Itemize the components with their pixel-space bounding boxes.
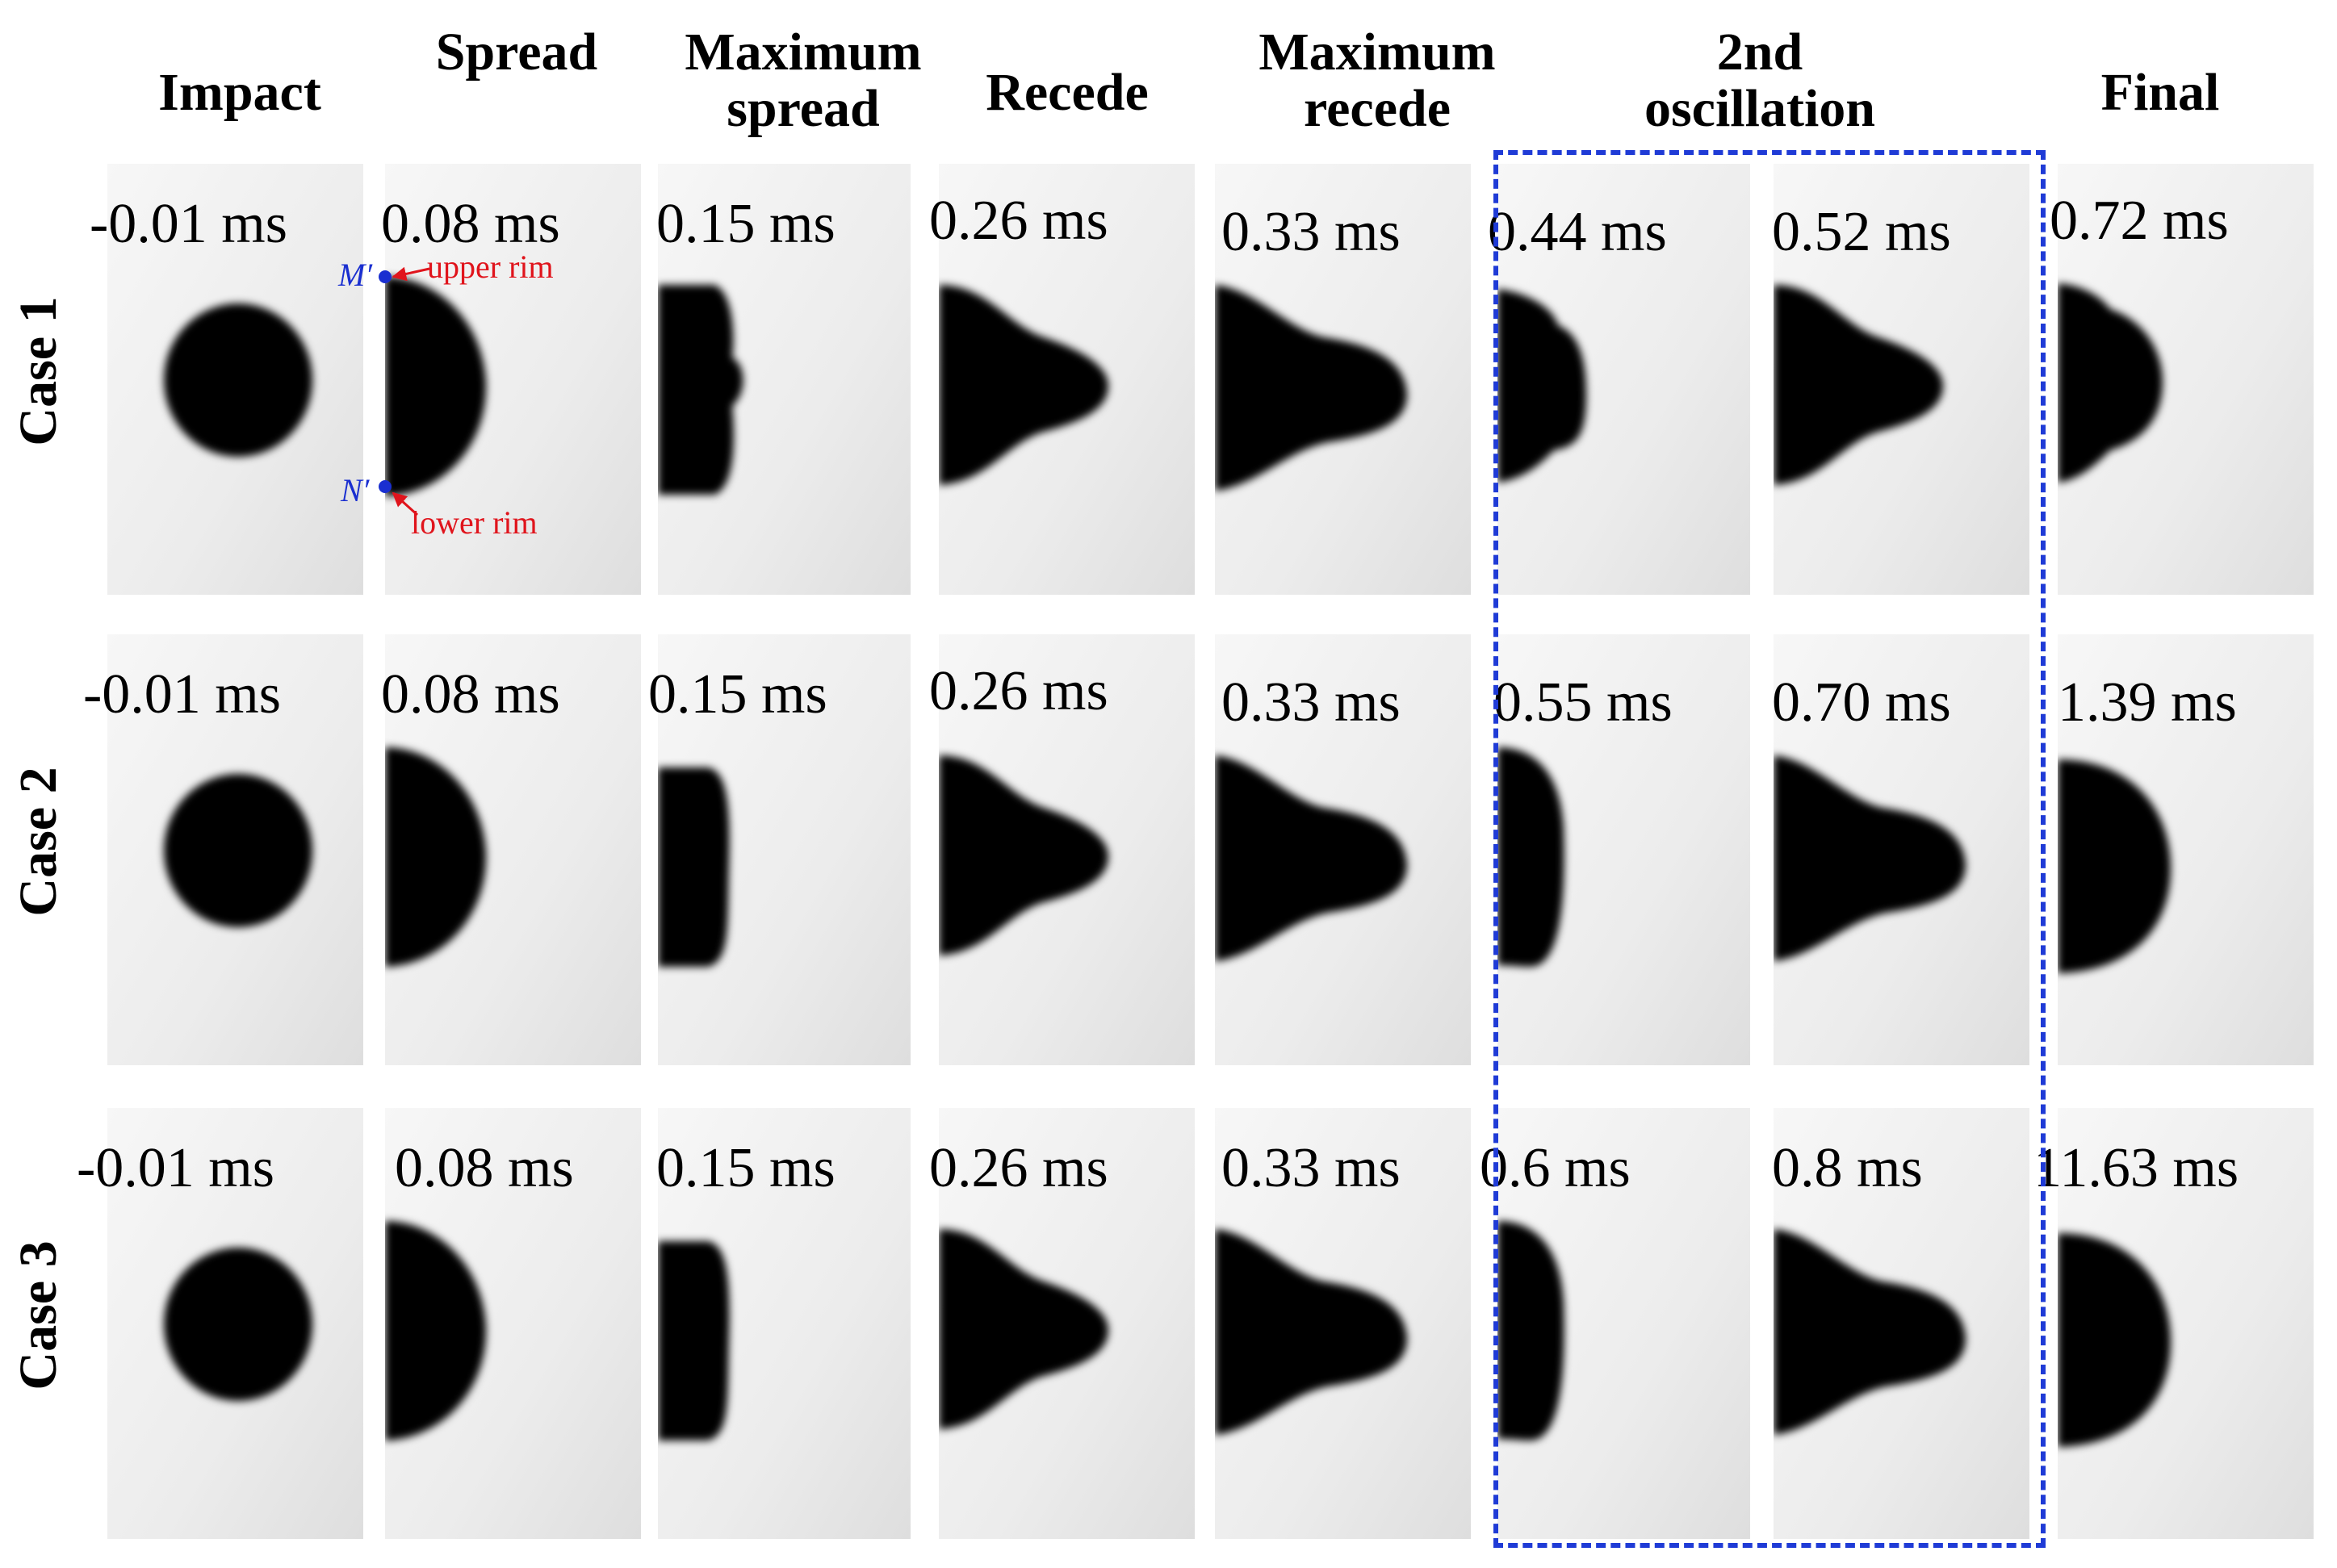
time-label: 0.15 ms bbox=[656, 193, 836, 255]
time-label: -0.01 ms bbox=[83, 663, 281, 725]
upper-rim-label: upper rim bbox=[427, 249, 554, 285]
column-header-6: 2nd oscillation bbox=[1644, 23, 1876, 138]
column-header-7: Final bbox=[2100, 63, 2220, 122]
time-label: -0.01 ms bbox=[77, 1137, 274, 1199]
droplet-image bbox=[385, 164, 641, 595]
lower-rim-label: lower rim bbox=[411, 504, 538, 541]
upper-point-label: M′ bbox=[338, 257, 373, 293]
time-label: 0.26 ms bbox=[929, 190, 1108, 252]
time-label: -0.01 ms bbox=[90, 193, 287, 255]
time-label: 0.52 ms bbox=[1772, 201, 1951, 263]
time-label: 0.33 ms bbox=[1221, 671, 1401, 734]
droplet-image bbox=[939, 634, 1195, 1065]
lower-rim-arrow bbox=[392, 491, 419, 516]
droplet-image bbox=[2058, 164, 2314, 595]
time-label: 1.39 ms bbox=[2058, 671, 2237, 734]
frame-case3-2 bbox=[385, 1108, 641, 1539]
frame-case2-7 bbox=[1774, 634, 2029, 1065]
frame-case1-3 bbox=[658, 164, 911, 595]
time-label: 0.08 ms bbox=[381, 663, 560, 725]
frame-case2-3 bbox=[658, 634, 911, 1065]
lower-rim-point bbox=[379, 480, 392, 493]
time-label: 0.8 ms bbox=[1772, 1137, 1923, 1199]
frame-case1-1 bbox=[107, 164, 363, 595]
droplet-image bbox=[939, 1108, 1195, 1539]
droplet-image bbox=[2058, 1108, 2314, 1539]
time-label: 0.15 ms bbox=[648, 663, 827, 725]
column-header-2: Spread bbox=[435, 23, 598, 82]
time-label: 0.08 ms bbox=[395, 1137, 574, 1199]
frame-case2-8 bbox=[2058, 634, 2314, 1065]
frame-case2-4 bbox=[939, 634, 1195, 1065]
time-label: 0.33 ms bbox=[1221, 1137, 1401, 1199]
upper-rim-point bbox=[379, 270, 392, 283]
droplet-image bbox=[385, 634, 641, 1065]
droplet-image bbox=[1774, 164, 2029, 595]
column-header-3: Maximum spread bbox=[685, 23, 922, 138]
droplet-image bbox=[1497, 1108, 1750, 1539]
droplet-image bbox=[1215, 164, 1471, 595]
second-oscillation-highlight-box bbox=[1493, 150, 2046, 1548]
droplet-image bbox=[1774, 1108, 2029, 1539]
frame-case3-7 bbox=[1774, 1108, 2029, 1539]
droplet-image bbox=[107, 634, 363, 1065]
time-label: 0.55 ms bbox=[1493, 671, 1673, 734]
time-label: 0.72 ms bbox=[2050, 190, 2229, 252]
time-label: 0.70 ms bbox=[1772, 671, 1951, 734]
upper-rim-arrow bbox=[392, 266, 430, 282]
time-label: 0.44 ms bbox=[1488, 201, 1667, 263]
frame-case3-5 bbox=[1215, 1108, 1471, 1539]
droplet-image bbox=[1497, 634, 1750, 1065]
time-label: 0.08 ms bbox=[381, 193, 560, 255]
frame-case2-1 bbox=[107, 634, 363, 1065]
column-header-5: Maximum recede bbox=[1259, 23, 1496, 138]
frame-case1-8 bbox=[2058, 164, 2314, 595]
frame-case2-2 bbox=[385, 634, 641, 1065]
droplet-image bbox=[1497, 164, 1750, 595]
droplet-image bbox=[658, 634, 911, 1065]
droplet-image bbox=[939, 164, 1195, 595]
frame-case2-5 bbox=[1215, 634, 1471, 1065]
frame-case3-3 bbox=[658, 1108, 911, 1539]
frame-case1-6 bbox=[1497, 164, 1750, 595]
lower-point-label: N′ bbox=[341, 472, 370, 508]
droplet-image bbox=[1774, 634, 2029, 1065]
frame-case1-5 bbox=[1215, 164, 1471, 595]
frame-case3-4 bbox=[939, 1108, 1195, 1539]
droplet-image bbox=[107, 1108, 363, 1539]
droplet-image bbox=[658, 164, 911, 595]
time-label: 0.33 ms bbox=[1221, 201, 1401, 263]
frame-case3-1 bbox=[107, 1108, 363, 1539]
time-label: 0.26 ms bbox=[929, 660, 1108, 722]
droplet-image bbox=[385, 1108, 641, 1539]
droplet-image bbox=[1215, 1108, 1471, 1539]
frame-case2-6 bbox=[1497, 634, 1750, 1065]
column-header-1: Impact bbox=[158, 63, 321, 122]
time-label: 11.63 ms bbox=[2033, 1137, 2239, 1199]
frame-case1-4 bbox=[939, 164, 1195, 595]
droplet-image bbox=[107, 164, 363, 595]
time-label: 0.15 ms bbox=[656, 1137, 836, 1199]
droplet-image bbox=[1215, 634, 1471, 1065]
droplet-image bbox=[2058, 634, 2314, 1065]
frame-case1-7 bbox=[1774, 164, 2029, 595]
column-header-4: Recede bbox=[986, 63, 1149, 122]
frame-case3-6 bbox=[1497, 1108, 1750, 1539]
frame-case3-8 bbox=[2058, 1108, 2314, 1539]
time-label: 0.6 ms bbox=[1480, 1137, 1631, 1199]
time-label: 0.26 ms bbox=[929, 1137, 1108, 1199]
droplet-image bbox=[658, 1108, 911, 1539]
frame-case1-2 bbox=[385, 164, 641, 595]
